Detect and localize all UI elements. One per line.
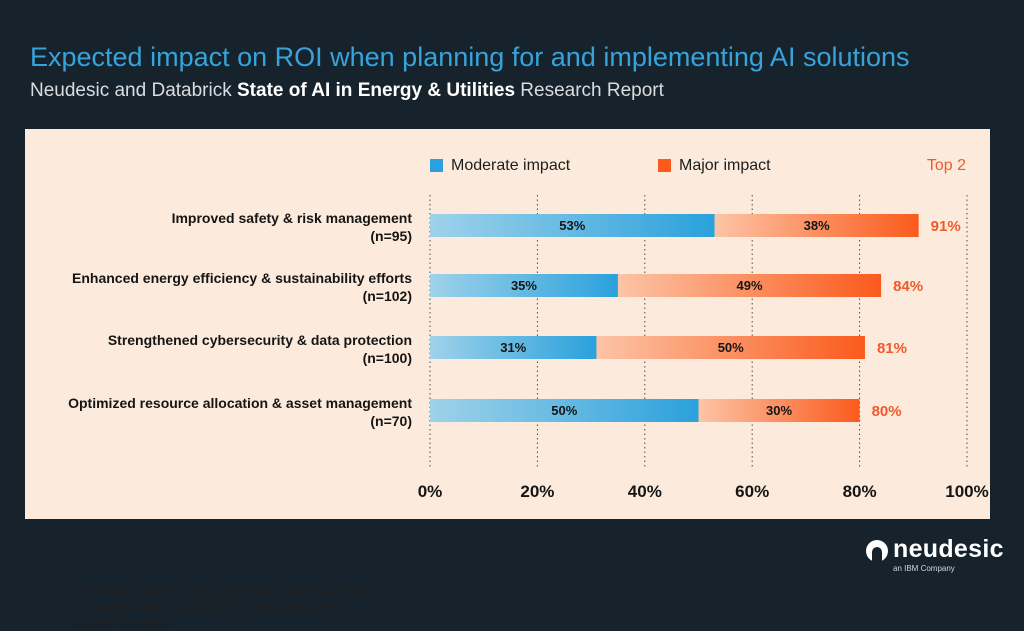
footnote: *Data from a survey conducted in the sum… <box>69 584 369 630</box>
bar-total-label: 80% <box>872 403 902 420</box>
category-sample-size: (n=70) <box>370 413 412 429</box>
bar-major <box>617 274 882 297</box>
bar-label-moderate: 53% <box>559 218 585 233</box>
bar-total-label: 91% <box>931 218 961 235</box>
bar-moderate <box>430 214 715 237</box>
x-tick-label-20: 20% <box>520 482 554 501</box>
bar-major <box>698 399 860 422</box>
bar-label-moderate: 50% <box>551 403 577 418</box>
logo-wordmark: neudesic <box>893 535 1004 563</box>
chart-title: Expected impact on ROI when planning for… <box>30 42 910 72</box>
logo-tagline: an IBM Company <box>893 564 955 573</box>
subtitle-prefix: Neudesic and Databrick <box>30 80 237 101</box>
category-sample-size: (n=95) <box>370 228 412 244</box>
legend-swatch-major <box>658 159 671 172</box>
legend-label-moderate: Moderate impact <box>451 157 571 174</box>
bar-label-moderate: 35% <box>511 278 537 293</box>
bar-label-major: 50% <box>718 340 744 355</box>
subtitle-report-name: State of AI in Energy & Utilities <box>237 80 516 101</box>
bar-label-major: 30% <box>766 403 792 418</box>
chart-panel: 0% 20% 40% 60% 80% 100% Moderate impact Major i… <box>25 129 990 630</box>
legend-top2-label: Top 2 <box>927 157 966 174</box>
bar-moderate <box>430 274 618 297</box>
bar-label-major: 49% <box>736 278 762 293</box>
bar-total-label: 84% <box>893 278 923 295</box>
subtitle-suffix: Research Report <box>515 80 664 101</box>
x-tick-label-0: 0% <box>418 482 443 501</box>
category-sample-size: (n=100) <box>363 350 412 366</box>
bar-major <box>596 336 865 359</box>
bar-label-moderate: 31% <box>500 340 526 355</box>
bar-moderate <box>430 399 699 422</box>
x-tick-label-40: 40% <box>628 482 662 501</box>
x-tick-label-60: 60% <box>735 482 769 501</box>
bar-moderate <box>430 336 597 359</box>
bar-label-major: 38% <box>804 218 830 233</box>
neudesic-logo: neudesic an IBM Company <box>866 535 1003 578</box>
category-sample-size: (n=102) <box>363 288 412 304</box>
chart-subtitle: Neudesic and Databrick State of AI in En… <box>30 80 664 102</box>
bar-total-label: 81% <box>877 340 907 357</box>
bar-major <box>714 214 919 237</box>
x-tick-label-80: 80% <box>843 482 877 501</box>
category-label: Optimized resource allocation & asset ma… <box>68 395 412 411</box>
stacked-bar-chart: 0% 20% 40% 60% 80% 100% Moderate impact Major i… <box>68 157 989 501</box>
category-label: Improved safety & risk management <box>172 210 413 226</box>
legend-swatch-moderate <box>430 159 443 172</box>
category-label: Enhanced energy efficiency & sustainabil… <box>72 270 412 286</box>
logo-mark-icon <box>866 540 888 562</box>
legend-label-major: Major impact <box>679 157 771 174</box>
x-tick-label-100: 100% <box>945 482 988 501</box>
category-label: Strengthened cybersecurity & data protec… <box>108 332 412 348</box>
